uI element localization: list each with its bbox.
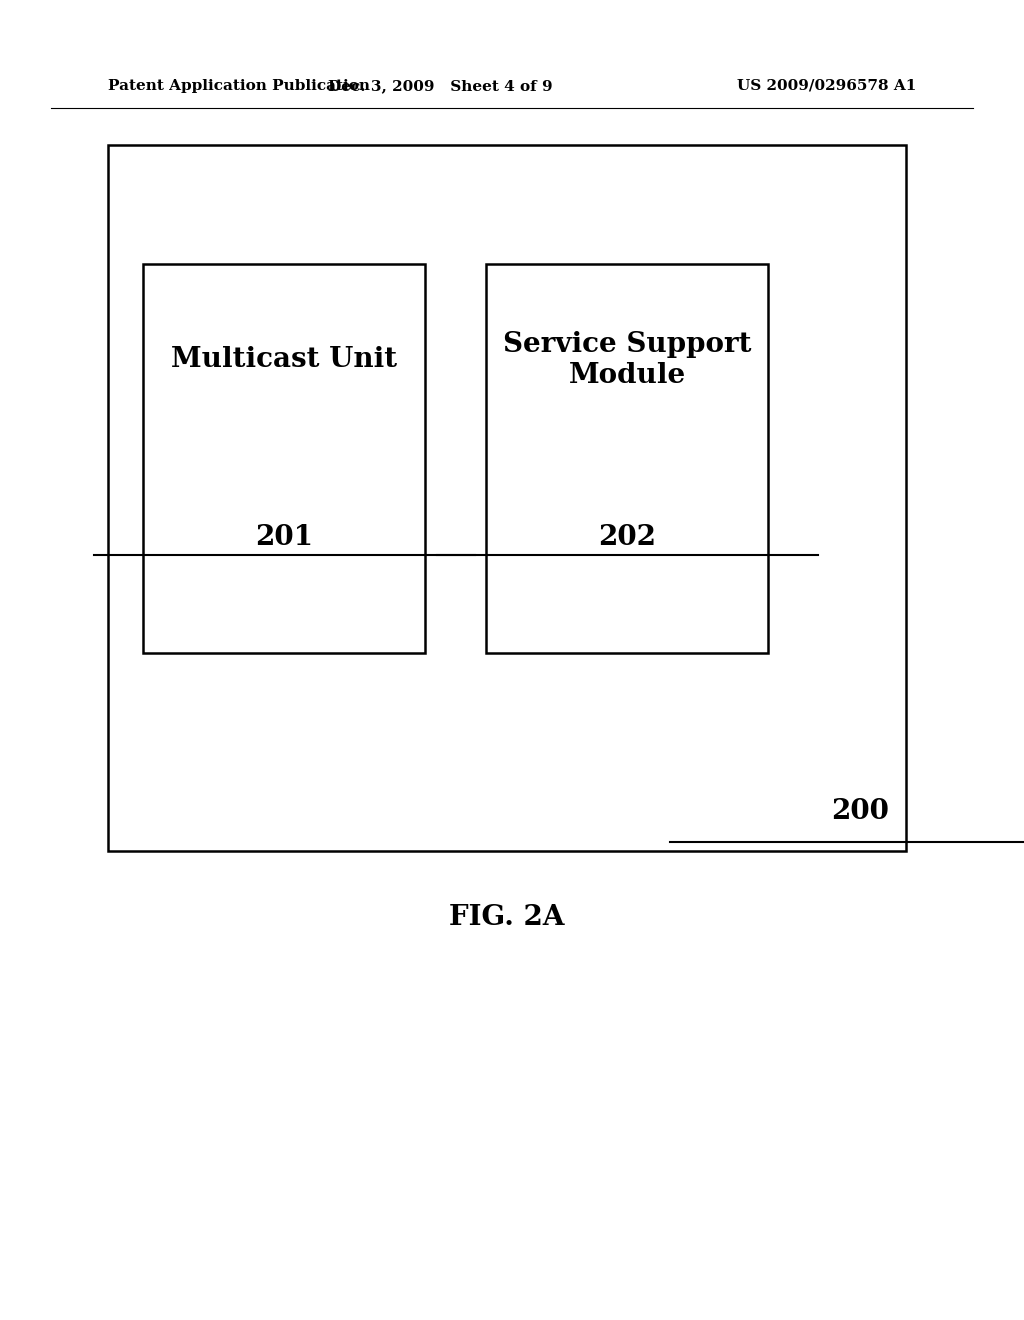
Text: 200: 200 — [831, 799, 889, 825]
Text: Multicast Unit: Multicast Unit — [171, 346, 397, 374]
Text: Service Support
Module: Service Support Module — [503, 330, 752, 389]
Text: FIG. 2A: FIG. 2A — [450, 904, 564, 931]
Text: 201: 201 — [255, 524, 313, 552]
Text: Patent Application Publication: Patent Application Publication — [108, 79, 370, 92]
Bar — [486, 264, 768, 653]
Text: Dec. 3, 2009   Sheet 4 of 9: Dec. 3, 2009 Sheet 4 of 9 — [328, 79, 553, 92]
Text: 202: 202 — [598, 524, 656, 552]
Bar — [143, 264, 425, 653]
Text: US 2009/0296578 A1: US 2009/0296578 A1 — [737, 79, 916, 92]
Bar — [108, 145, 906, 851]
